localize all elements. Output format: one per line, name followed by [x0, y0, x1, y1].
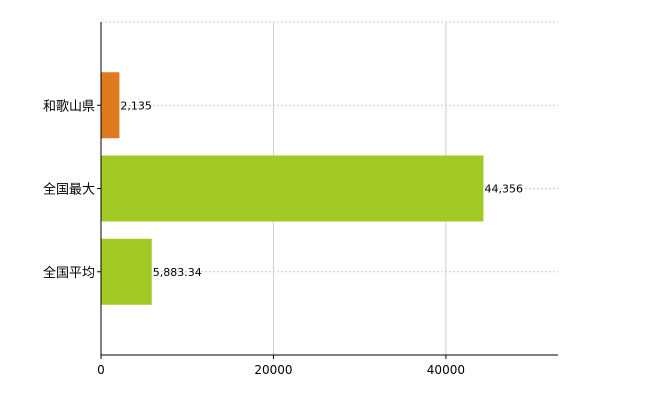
category-label: 和歌山県 [43, 99, 95, 114]
data-label: 5,883.34 [153, 266, 202, 279]
bar [101, 238, 152, 305]
category-label: 全国平均 [43, 265, 95, 281]
data-label: 44,356 [484, 183, 523, 196]
x-tick-label: 20000 [254, 363, 292, 377]
x-tick-label: 40000 [427, 363, 465, 377]
bar [101, 72, 120, 139]
data-labels: 2,135 44,356 5,883.34 [120, 99, 523, 279]
x-tick-label: 0 [97, 363, 105, 377]
category-label: 全国最大 [43, 182, 95, 198]
bars [101, 72, 484, 305]
bar [101, 155, 484, 222]
data-label: 2,135 [120, 99, 151, 112]
x-tick-labels: 0 20000 40000 [97, 355, 465, 377]
